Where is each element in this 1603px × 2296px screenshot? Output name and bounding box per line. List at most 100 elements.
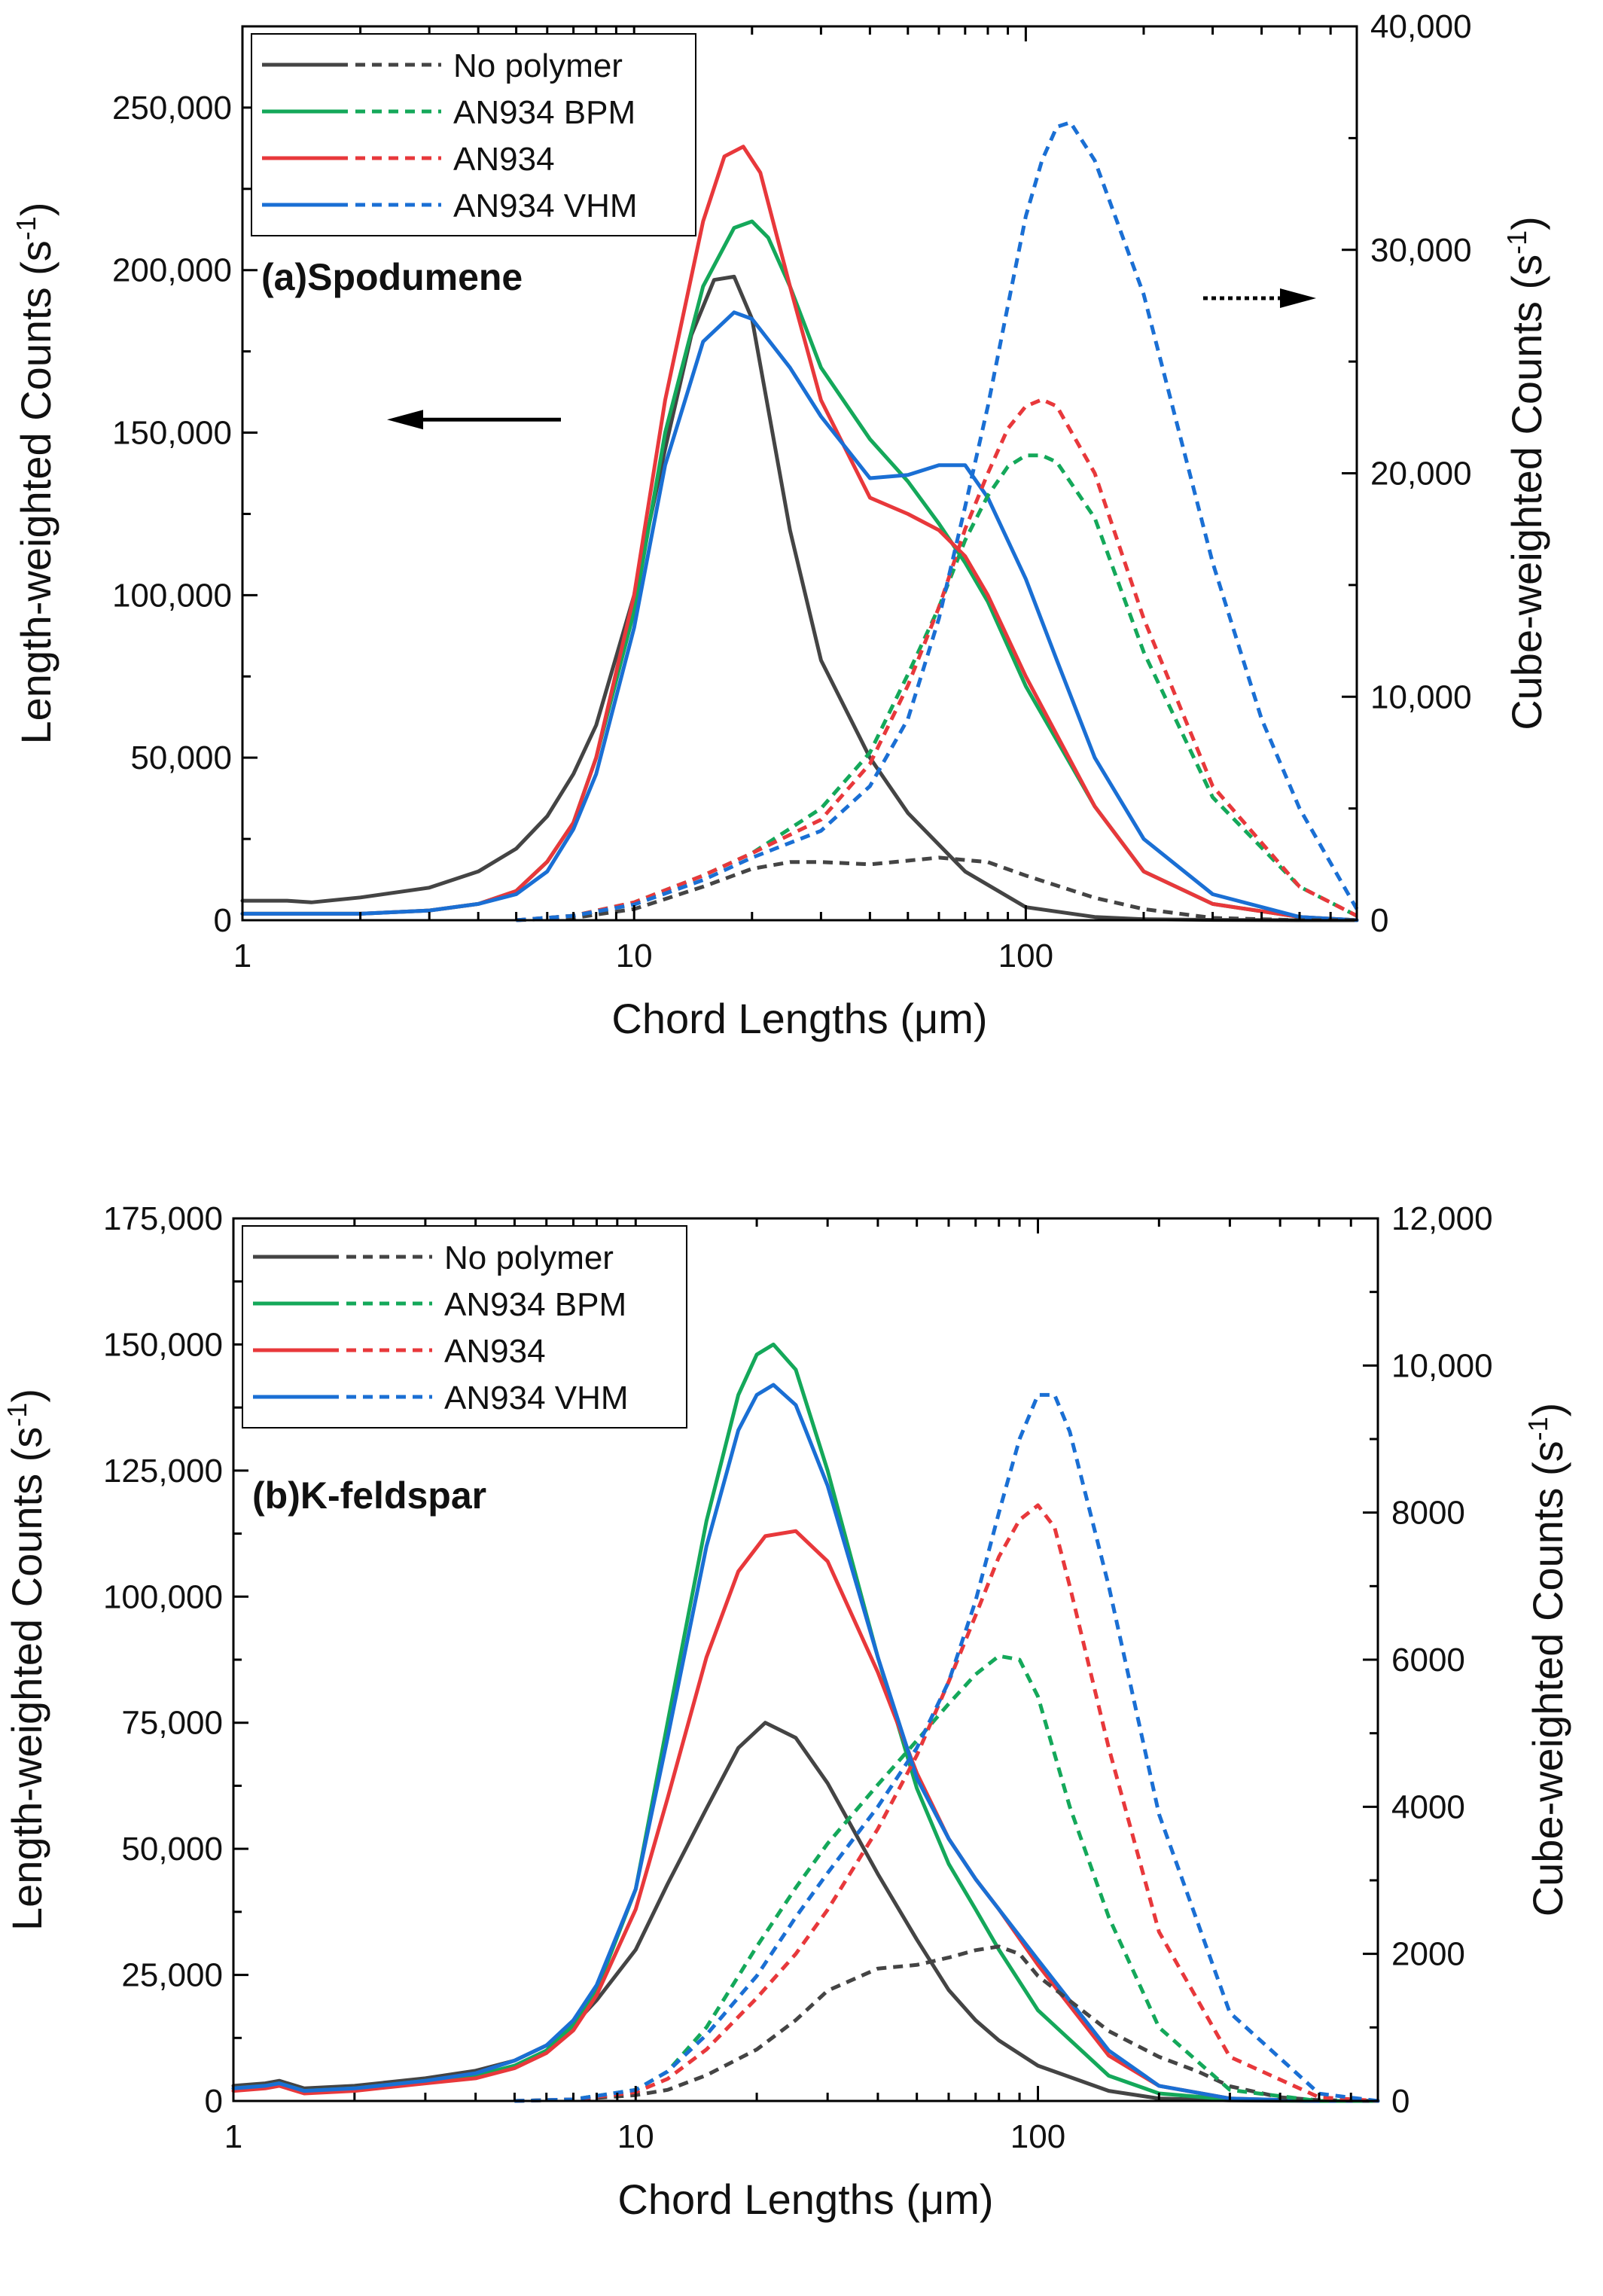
y-left-axis-title: Length-weighted Counts (s-1) [11,203,59,745]
legend-label: AN934 VHM [453,188,638,224]
right-axis-arrow-head [1280,288,1316,308]
y-left-tick-label: 150,000 [103,1326,223,1363]
y-left-title-main: Length-weighted Counts (s [3,1427,50,1931]
y-right-tick-label: 10,000 [1370,678,1472,715]
legend-item: No polymer [253,1239,614,1276]
legend-item: AN934 VHM [262,188,638,224]
y-left-axis-title: Length-weighted Counts (s-1) [2,1389,50,1931]
y-axis-right: 0 10,000 20,000 30,000 40,000 Cube-weighted C… [1342,8,1550,939]
x-tick-label: 10 [616,938,653,974]
y-left-tick-label: 25,000 [121,1957,223,1994]
y-left-tick-label: 50,000 [130,739,232,776]
series-line-no-polymer-solid [240,274,1359,922]
y-right-tick-label: 12,000 [1391,1200,1493,1237]
x-axis-title: Chord Lengths (μm) [617,2176,993,2223]
legend-label: No polymer [453,47,623,84]
y-right-tick-label: 0 [1391,2083,1409,2120]
legend-item: AN934 BPM [262,94,635,131]
y-left-title-close: ) [12,203,59,217]
y-right-title-main: Cube-weighted Counts (s [1503,255,1550,730]
legend-box [242,1225,687,1429]
x-axis: 1 10 100 Chord Lengths (μm) [233,26,1358,1042]
series-line-an934-dashed [516,398,1358,922]
legend-label: AN934 BPM [453,94,635,131]
y-left-tick-label: 150,000 [112,415,232,452]
series-line-an934-bpm-dashed [516,453,1358,922]
series-line-an934-dashed [514,1503,1379,2103]
legend-label: AN934 [444,1333,546,1370]
series-line-an934-bpm-dashed [514,1654,1378,2103]
y-left-tick-label: 0 [205,2083,223,2120]
y-right-tick-label: 8000 [1391,1495,1465,1532]
y-axis-right: 0 2000 4000 6000 8000 10,000 12,000 Cube-weight… [1363,1200,1571,2120]
y-right-title-close: ) [1503,216,1550,230]
y-right-tick-label: 6000 [1391,1642,1465,1679]
y-right-axis-title: Cube-weighted Counts (s-1) [1522,1403,1571,1917]
legend-item: AN934 [253,1333,546,1370]
legend: No polymer AN934 BPM AN934 AN934 VHM [251,33,696,236]
legend-label: AN934 VHM [444,1380,629,1416]
y-axis-left: 0 25,000 50,000 75,000 100,000 125,000 150,000… [2,1200,248,2120]
x-tick-label: 1 [224,2118,242,2155]
legend-box [251,33,696,236]
y-right-tick-label: 20,000 [1370,456,1472,492]
y-left-tick-label: 100,000 [112,577,232,614]
chart-panel-a: 1 10 100 Chord Lengths (μm) 0 50,000 100,000 15… [11,8,1550,1042]
y-right-title-main: Cube-weighted Counts (s [1524,1441,1571,1916]
legend: No polymer AN934 BPM AN934 AN934 VHM [242,1225,687,1429]
y-right-tick-label: 0 [1370,902,1388,939]
y-axis-left: 0 50,000 100,000 150,000 200,000 250,000 Lengt… [11,90,258,939]
panel-label: (a)Spodumene [261,256,523,298]
y-left-tick-label: 125,000 [103,1453,223,1490]
y-right-title-close: ) [1524,1403,1571,1417]
y-left-title-sup: -1 [2,1403,32,1427]
y-left-tick-label: 250,000 [112,90,232,127]
series-line-no-polymer-dashed [516,855,1357,922]
x-axis: 1 10 100 Chord Lengths (μm) [224,1218,1379,2223]
y-right-tick-label: 40,000 [1370,8,1472,45]
series-line-an934-vhm-dashed [514,1392,1379,2103]
legend-item: AN934 BPM [253,1286,626,1323]
y-left-title-main: Length-weighted Counts (s [12,240,59,744]
series-line-an934-vhm-solid [240,310,1359,922]
y-right-axis-title: Cube-weighted Counts (s-1) [1501,216,1550,730]
legend-label: AN934 [453,141,555,178]
y-left-tick-label: 50,000 [121,1831,223,1868]
y-right-title-sup: -1 [1522,1416,1553,1441]
series-line-no-polymer-solid [231,1721,1380,2103]
axis-arrows [387,288,1316,430]
x-tick-label: 10 [617,2118,654,2155]
y-left-tick-label: 100,000 [103,1578,223,1615]
series-line-an934-vhm-dashed [516,120,1359,922]
x-tick-label: 100 [998,938,1053,974]
series-line-an934-solid [240,145,1359,922]
legend-item: No polymer [262,47,623,84]
left-axis-arrow-head [387,410,423,430]
legend-label: No polymer [444,1239,614,1276]
y-right-tick-label: 4000 [1391,1788,1465,1825]
y-left-tick-label: 75,000 [121,1705,223,1742]
legend-label: AN934 BPM [444,1286,626,1323]
series-group [240,120,1359,922]
panel-label: (b)K-feldspar [252,1474,486,1517]
legend-item: AN934 [262,141,555,178]
series-group [231,1342,1380,2103]
series-line-an934-bpm-solid [231,1342,1380,2103]
x-tick-label: 100 [1010,2118,1065,2155]
y-left-tick-label: 0 [214,902,232,939]
y-right-tick-label: 30,000 [1370,232,1472,269]
y-left-tick-label: 175,000 [103,1200,223,1237]
y-left-tick-label: 200,000 [112,252,232,289]
y-right-tick-label: 10,000 [1391,1347,1493,1384]
y-right-tick-label: 2000 [1391,1936,1465,1973]
y-right-title-sup: -1 [1501,230,1532,255]
y-left-title-close: ) [3,1389,50,1403]
series-line-no-polymer-dashed [514,1944,1379,2103]
legend-item: AN934 VHM [253,1380,629,1416]
series-line-an934-solid [231,1529,1380,2103]
x-axis-title: Chord Lengths (μm) [611,995,987,1042]
x-tick-label: 1 [233,938,251,974]
chart-panel-b: 1 10 100 Chord Lengths (μm) 0 25,000 50,000 75,… [2,1200,1571,2223]
